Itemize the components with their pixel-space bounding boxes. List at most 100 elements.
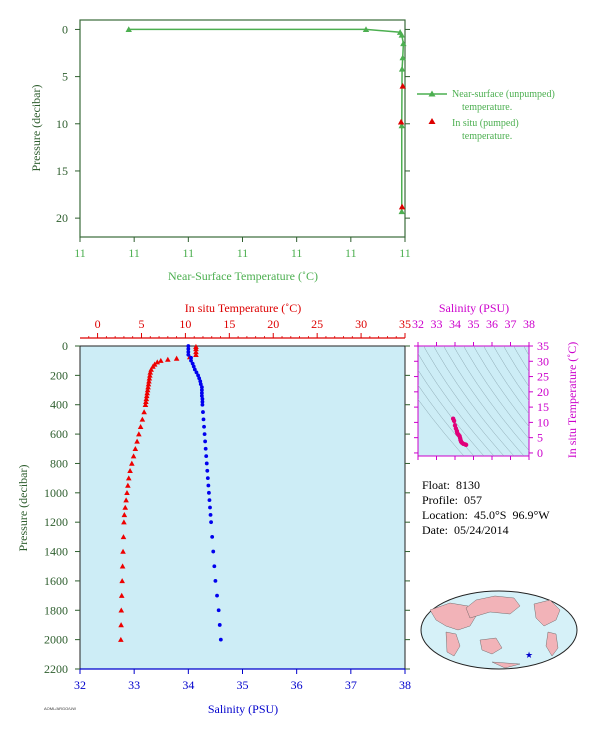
density-contour <box>493 346 529 402</box>
unpumped-temperature-point <box>400 40 407 47</box>
ts-y-tick-label: 30 <box>537 354 549 368</box>
near-surface-x-tick-label: 11 <box>237 246 249 260</box>
ts-y-tick-label: 0 <box>537 446 543 460</box>
salinity-point <box>186 352 191 357</box>
near-surface-plot-area <box>79 19 406 238</box>
temperature-point <box>125 482 131 488</box>
salinity-point <box>186 349 191 354</box>
salinity-point <box>192 367 197 372</box>
ts-y-tick-label: 35 <box>537 339 549 353</box>
temperature-point <box>165 356 171 362</box>
temperature-tick-label: 30 <box>355 317 367 331</box>
unpumped-temperature-point <box>399 54 406 61</box>
profile-y-tick-label: 800 <box>50 456 68 470</box>
ts-y-tick-label: 25 <box>537 370 549 384</box>
profile-y-tick-label: 2200 <box>44 662 68 676</box>
salinity-point <box>197 376 202 381</box>
salinity-point <box>201 417 206 422</box>
near-surface-x-tick-label: 11 <box>399 246 411 260</box>
profile-y-tick-label: 1800 <box>44 603 68 617</box>
pumped-temperature-point <box>399 82 406 89</box>
temperature-point <box>142 401 149 407</box>
salinity-tick-label: 34 <box>182 678 194 692</box>
density-contour <box>418 369 485 456</box>
temperature-point <box>143 393 150 399</box>
salinity-point <box>202 424 206 429</box>
temperature-point <box>144 390 150 396</box>
density-contour <box>523 346 529 356</box>
near-surface-legend: Near-surface (unpumped) temperature. In s… <box>417 89 555 142</box>
profile-y-tick-label: 2000 <box>44 633 68 647</box>
ts-y-axis-label: In situ Temperature (˚C) <box>565 342 579 459</box>
salinity-point <box>198 382 203 387</box>
temperature-point <box>129 460 135 466</box>
profile-y-tick-label: 600 <box>50 427 68 441</box>
temperature-tick-label: 15 <box>223 317 235 331</box>
salinity-point <box>189 358 193 363</box>
unpumped-temperature-point <box>398 208 405 215</box>
near-surface-y-tick-label: 20 <box>56 211 68 225</box>
temperature-point <box>118 607 125 613</box>
profile-y-tick-label: 1000 <box>44 486 68 500</box>
salinity-point <box>204 461 209 466</box>
temperature-point <box>145 384 151 390</box>
pumped-temperature-point <box>397 118 405 125</box>
salinity-point <box>199 394 204 398</box>
temperature-point <box>143 396 150 402</box>
salinity-point <box>200 399 205 404</box>
salinity-point <box>203 446 208 451</box>
salinity-point <box>189 355 193 360</box>
legend-unpumped-label: Near-surface (unpumped) temperature. <box>452 89 555 113</box>
salinity-point <box>207 490 211 495</box>
unpumped-temperature-point <box>125 26 132 32</box>
temperature-point <box>154 359 161 365</box>
temperature-point <box>193 346 199 352</box>
salinity-point <box>200 396 205 401</box>
density-contour <box>418 398 465 456</box>
temperature-point <box>141 409 147 415</box>
density-contour <box>503 346 529 387</box>
temperature-point <box>118 622 124 628</box>
density-contour <box>418 384 475 456</box>
temperature-tick-label: 20 <box>267 317 279 331</box>
temperature-point <box>123 497 129 503</box>
temperature-point <box>130 453 137 459</box>
density-contour <box>433 346 515 456</box>
salinity-point <box>191 364 196 369</box>
temperature-tick-label: 5 <box>138 317 144 331</box>
temperature-point <box>143 398 149 405</box>
float-number: Float: 8130 <box>422 478 481 492</box>
temperature-point <box>173 355 180 361</box>
temperature-point <box>139 416 146 422</box>
temperature-point <box>127 467 133 474</box>
temperature-point <box>120 548 126 554</box>
temperature-point <box>193 349 199 355</box>
profile-plot-area <box>79 345 406 670</box>
ts-y-tick-label: 15 <box>537 400 549 414</box>
unpumped-temperature-point <box>398 122 405 129</box>
unpumped-temperature-point <box>398 65 406 72</box>
temperature-point <box>144 387 151 393</box>
unpumped-temperature-point <box>398 31 405 38</box>
ts-x-axis-label: Salinity (PSU) <box>439 301 509 315</box>
ts-point <box>451 418 457 424</box>
density-contour <box>423 346 505 456</box>
profile-y-tick-label: 400 <box>50 398 68 412</box>
footer-code: AOML/ARGO/UW <box>44 706 77 711</box>
density-contour <box>513 346 529 372</box>
near-surface-y-tick-label: 15 <box>56 164 68 178</box>
salinity-point <box>208 512 213 517</box>
temperature-point <box>147 369 154 375</box>
profile-date: Date: 05/24/2014 <box>422 523 509 537</box>
density-contour <box>473 346 529 428</box>
salinity-point <box>186 347 191 351</box>
salinity-tick-label: 37 <box>345 678 357 692</box>
temperature-point <box>146 378 152 384</box>
temperature-point <box>132 445 139 452</box>
near-surface-x-tick-label: 11 <box>345 246 357 260</box>
density-contour <box>443 346 525 456</box>
temperature-point <box>148 366 154 372</box>
temperature-tick-label: 25 <box>311 317 323 331</box>
temperature-point <box>121 512 128 518</box>
